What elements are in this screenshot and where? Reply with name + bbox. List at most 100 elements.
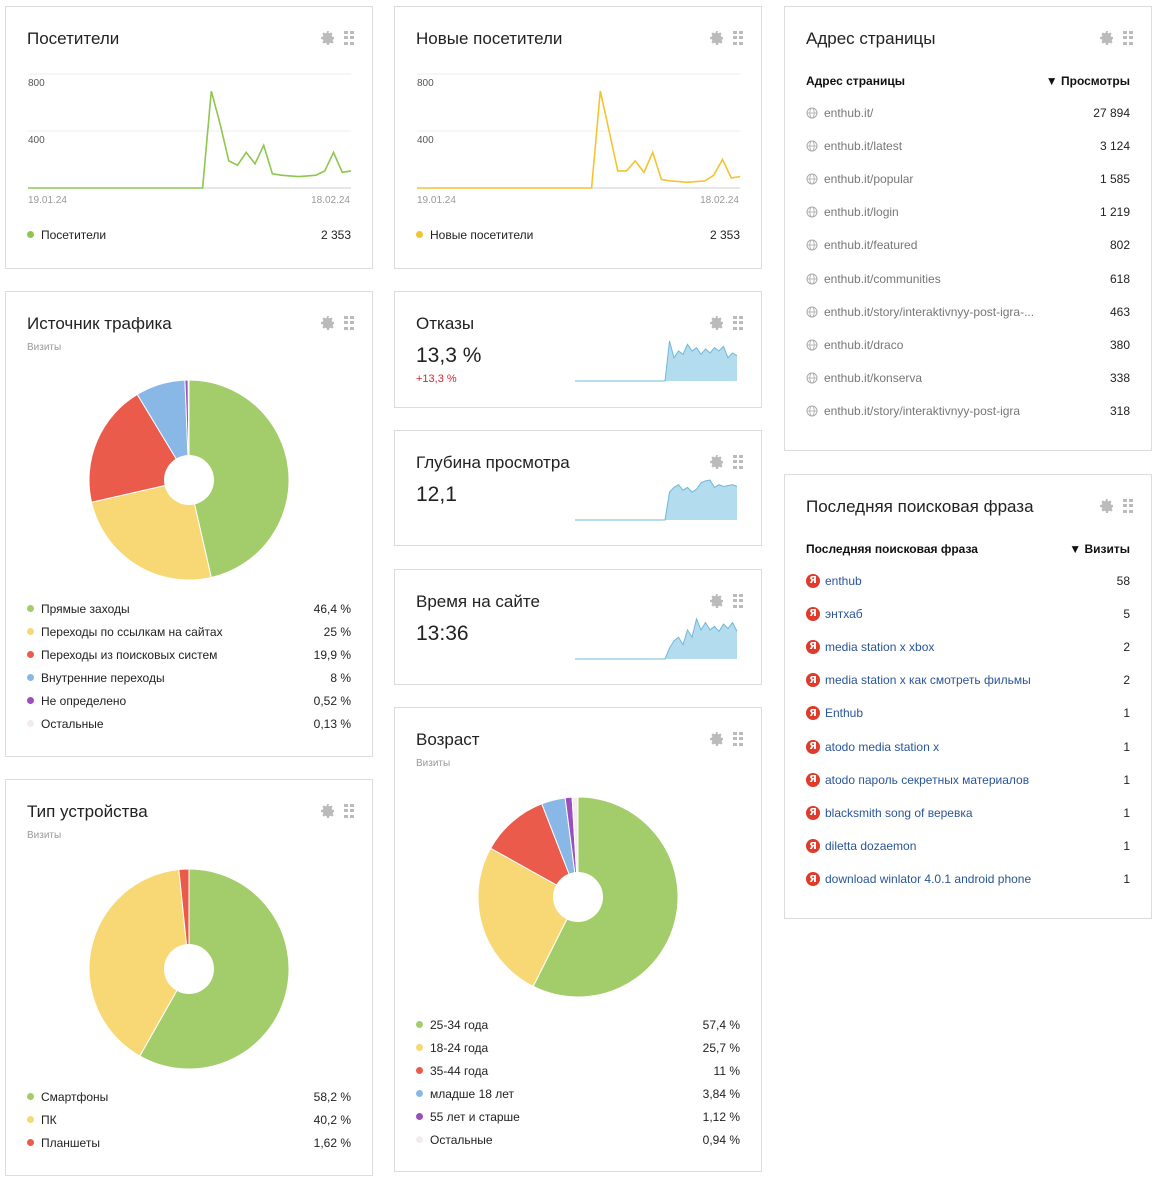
page-url-link[interactable]: enthub.it/konserva [824, 371, 923, 386]
pie-slice[interactable] [489, 803, 579, 899]
table-row: enthub.it/popular 1 585 [806, 162, 1130, 195]
legend-value: 0,94 % [702, 1132, 740, 1147]
widget-title: Посетители [27, 29, 120, 48]
gear-icon[interactable] [709, 454, 725, 470]
visits-value: 2 [1123, 639, 1130, 654]
drag-handle-icon[interactable] [733, 316, 743, 330]
legend-item[interactable]: Планшеты 1,62 % [27, 1131, 351, 1154]
page-url-link[interactable]: enthub.it/story/interaktivnyy-post-igra [824, 404, 1021, 419]
gear-icon[interactable] [320, 803, 336, 819]
drag-handle-icon[interactable] [344, 316, 354, 330]
legend-item[interactable]: Посетители 2 353 [27, 223, 351, 246]
views-value: 380 [1109, 337, 1130, 352]
drag-handle-icon[interactable] [733, 455, 743, 469]
pie-slice[interactable] [477, 847, 579, 988]
page-url-link[interactable]: enthub.it/draco [824, 337, 904, 352]
legend-item[interactable]: 25-34 года 57,4 % [416, 1013, 740, 1036]
drag-handle-icon[interactable] [733, 31, 743, 45]
legend-value: 57,4 % [702, 1017, 740, 1032]
visits-value: 1 [1123, 772, 1130, 787]
pie-slice[interactable] [88, 393, 190, 503]
legend-item[interactable]: 18-24 года 25,7 % [416, 1036, 740, 1059]
search-phrase-link[interactable]: enthub [825, 573, 862, 588]
page-url-link[interactable]: enthub.it/ [824, 105, 874, 120]
widget-bounce-rate: Отказы 13,3 % +13,3 % [394, 291, 762, 408]
legend-item[interactable]: Переходы из поисковых систем 19,9 % [27, 643, 351, 666]
pie-slice[interactable] [90, 479, 212, 581]
gear-icon[interactable] [1099, 498, 1115, 514]
gear-icon[interactable] [320, 315, 336, 331]
legend-item[interactable]: Внутренние переходы 8 % [27, 666, 351, 689]
page-url-link[interactable]: enthub.it/latest [824, 138, 903, 153]
legend-item[interactable]: 35-44 года 11 % [416, 1059, 740, 1082]
drag-handle-icon[interactable] [344, 31, 354, 45]
drag-handle-icon[interactable] [344, 804, 354, 818]
sort-column-header[interactable]: ▼ Просмотры [1045, 74, 1130, 88]
visits-value: 2 [1123, 673, 1130, 688]
gear-icon[interactable] [1099, 30, 1115, 46]
page-url-link[interactable]: enthub.it/login [824, 205, 899, 220]
globe-icon [806, 273, 818, 285]
sparkline-area [575, 480, 737, 520]
legend-item[interactable]: Смартфоны 58,2 % [27, 1085, 351, 1108]
pie-slice[interactable] [178, 868, 190, 970]
legend-item[interactable]: 55 лет и старше 1,12 % [416, 1105, 740, 1128]
views-value: 27 894 [1093, 105, 1130, 120]
yandex-icon: Я [806, 739, 820, 754]
table-row: enthub.it/featured 802 [806, 229, 1130, 262]
legend-dot-icon [27, 651, 34, 658]
pie-slice[interactable] [571, 796, 579, 898]
page-url-link[interactable]: enthub.it/communities [824, 271, 941, 286]
legend-item[interactable]: Переходы по ссылкам на сайтах 25 % [27, 620, 351, 643]
legend-dot-icon [27, 1093, 34, 1100]
search-phrase-link[interactable]: энтхаб [825, 606, 863, 621]
gear-icon[interactable] [709, 593, 725, 609]
legend-item[interactable]: ПК 40,2 % [27, 1108, 351, 1131]
sort-column-header[interactable]: ▼ Визиты [1069, 542, 1130, 556]
visits-value: 1 [1123, 839, 1130, 854]
search-phrase-link[interactable]: media station x xbox [825, 639, 935, 654]
pie-slice[interactable] [188, 379, 290, 579]
legend-dot-icon [416, 1067, 423, 1074]
table-row: enthub.it/latest 3 124 [806, 129, 1130, 162]
drag-handle-icon[interactable] [1123, 499, 1133, 513]
legend-item[interactable]: Остальные 0,94 % [416, 1128, 740, 1151]
drag-handle-icon[interactable] [733, 594, 743, 608]
page-url-link[interactable]: enthub.it/featured [824, 238, 918, 253]
search-phrase-link[interactable]: atodo пароль секретных материалов [825, 772, 1030, 787]
gear-icon[interactable] [320, 30, 336, 46]
sparkline-line [575, 340, 738, 382]
legend-item[interactable]: младше 18 лет 3,84 % [416, 1082, 740, 1105]
search-phrase-link[interactable]: diletta dozaemon [825, 839, 917, 854]
legend-item[interactable]: Не определено 0,52 % [27, 689, 351, 712]
drag-handle-icon[interactable] [733, 732, 743, 746]
widget-title: Адрес страницы [806, 29, 936, 48]
legend-item[interactable]: Остальные 0,13 % [27, 712, 351, 735]
depth-sparkline [575, 479, 738, 521]
page-url-link[interactable]: enthub.it/story/interaktivnyy-post-igra-… [824, 304, 1035, 319]
gear-icon[interactable] [709, 731, 725, 747]
x-tick-label: 19.01.24 [417, 195, 456, 206]
globe-icon [806, 140, 818, 152]
search-phrase-link[interactable]: Enthub [825, 706, 864, 721]
page-url-link[interactable]: enthub.it/popular [824, 171, 914, 186]
legend-item[interactable]: Прямые заходы 46,4 % [27, 597, 351, 620]
pie-slice[interactable] [187, 379, 190, 481]
pie-slice[interactable] [88, 868, 190, 1057]
legend-item[interactable]: Новые посетители 2 353 [416, 223, 740, 246]
drag-handle-icon[interactable] [1123, 31, 1133, 45]
gear-icon[interactable] [709, 315, 725, 331]
table-row: enthub.it/story/interaktivnyy-post-igra 3… [806, 395, 1130, 428]
table-row: enthub.it/communities 618 [806, 262, 1130, 295]
search-phrase-link[interactable]: media station x как смотреть фильмы [825, 673, 1031, 688]
pie-slice[interactable] [139, 868, 290, 1070]
search-phrase-link[interactable]: blacksmith song of веревка [825, 805, 973, 820]
gear-icon[interactable] [709, 30, 725, 46]
pie-slice[interactable] [532, 796, 679, 998]
search-phrase-link[interactable]: atodo media station x [825, 739, 940, 754]
widget-title: Время на сайте [416, 592, 540, 611]
search-phrase-link[interactable]: download winlator 4.0.1 android phone [825, 872, 1032, 887]
